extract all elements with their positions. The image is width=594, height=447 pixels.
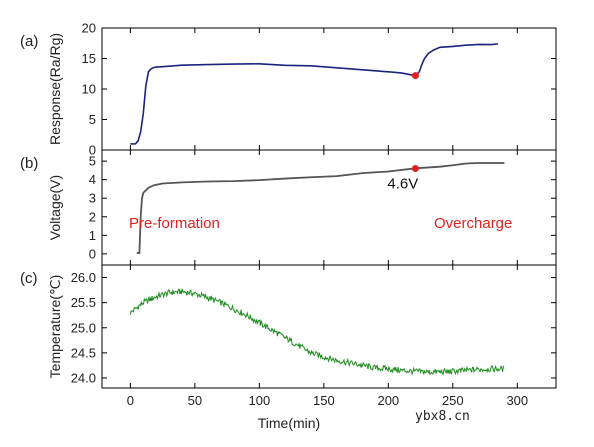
panel-a-label: (a) <box>20 33 38 50</box>
voltage-series-line <box>136 162 505 254</box>
y-tick-label: 15 <box>82 51 96 66</box>
x-tick-label: 100 <box>249 393 271 408</box>
panel-c-label: (c) <box>20 270 38 287</box>
temperature-series-line <box>129 288 505 376</box>
x-axis-label: Time(min) <box>258 415 320 431</box>
panel-b-y-axis-label: Voltage(V) <box>47 175 63 240</box>
y-tick-label: 25.5 <box>71 295 96 310</box>
panel-c-x-ticks: 0 50 100 150 200 250 300 <box>127 265 528 408</box>
y-tick-label: 24.0 <box>71 370 96 385</box>
x-tick-label: 200 <box>377 393 399 408</box>
panel-a-response: (a) Response(Ra/Rg) 0 5 10 15 20 <box>20 21 557 158</box>
panel-b-voltage: (b) Voltage(V) 0 1 2 3 4 5 4.6V Pre-formation… <box>20 149 557 266</box>
panel-b-y-ticks: 0 1 2 3 4 5 <box>89 154 556 261</box>
panel-b-x-ticks <box>129 150 518 265</box>
y-tick-label: 1 <box>89 228 96 243</box>
overcharge-phase-label: Overcharge <box>434 215 512 232</box>
panel-a-y-ticks: 0 5 10 15 20 <box>82 21 556 158</box>
response-switch-point-marker <box>411 72 419 80</box>
panel-c-temperature: (c) Temperature(℃) 24.024.525.025.526.0 … <box>20 264 557 431</box>
y-tick-label: 24.5 <box>71 345 96 360</box>
panel-c-y-axis-label: Temperature(℃) <box>47 275 63 379</box>
panel-c-y-ticks: 24.0 24.5 25.0 25.5 26.0 <box>71 270 556 385</box>
x-tick-label: 300 <box>506 393 528 408</box>
panel-a-x-ticks <box>129 28 518 150</box>
panel-b-label: (b) <box>20 155 38 172</box>
y-tick-label: 25.0 <box>71 320 96 335</box>
y-tick-label: 10 <box>82 82 96 97</box>
panel-b-frame <box>101 149 557 266</box>
voltage-switch-point-marker <box>411 165 419 173</box>
x-tick-label: 250 <box>442 393 464 408</box>
watermark-text: ybx8.cn <box>415 409 470 424</box>
x-tick-label: 150 <box>313 393 335 408</box>
y-tick-label: 5 <box>89 112 96 127</box>
response-series-line <box>130 43 499 145</box>
x-tick-label: 0 <box>127 393 134 408</box>
marker-value-label: 4.6V <box>387 176 418 193</box>
y-tick-label: 2 <box>89 209 96 224</box>
y-tick-label: 0 <box>89 246 96 261</box>
y-tick-label: 0 <box>89 143 96 158</box>
panel-a-y-axis-label: Response(Ra/Rg) <box>47 33 63 145</box>
y-tick-label: 26.0 <box>71 270 96 285</box>
y-tick-label: 20 <box>82 21 96 36</box>
panel-a-frame <box>101 27 557 151</box>
y-tick-label: 5 <box>89 154 96 169</box>
y-tick-label: 3 <box>89 191 96 206</box>
x-tick-label: 50 <box>188 393 202 408</box>
y-tick-label: 4 <box>89 172 96 187</box>
pre-formation-phase-label: Pre-formation <box>129 215 220 232</box>
panel-c-frame <box>101 264 557 389</box>
